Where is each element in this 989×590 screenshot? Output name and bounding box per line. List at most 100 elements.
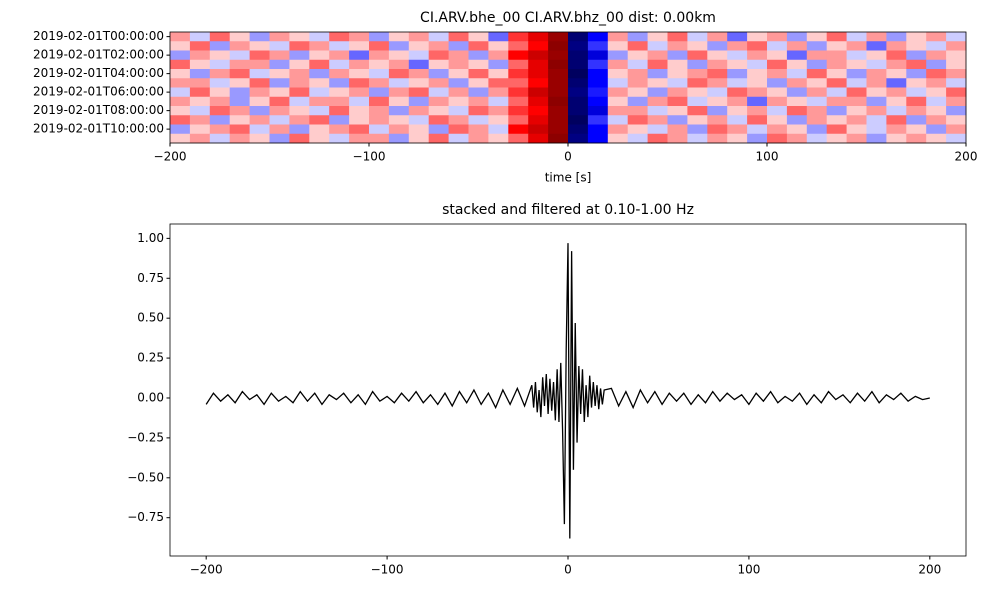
heatmap-cell [388, 69, 410, 79]
heatmap-cell [428, 124, 449, 135]
heatmap-cell [786, 32, 808, 42]
heatmap-cell [727, 96, 748, 107]
heatmap-cell [806, 41, 828, 51]
heatmap-cell [687, 69, 708, 79]
heatmap-cell [707, 32, 728, 42]
heatmap-cell [707, 96, 728, 107]
heatmap-cell [886, 87, 907, 98]
heatmap-cell [647, 124, 668, 135]
heatmap-cell [189, 32, 211, 42]
y-tick-label: 2019-02-01T10:00:00 [33, 122, 164, 136]
heatmap-cell [607, 69, 629, 79]
heatmap-cell [806, 133, 828, 144]
heatmap-cell [767, 69, 788, 79]
heatmap-cell [508, 78, 529, 88]
heatmap-cell [528, 32, 549, 42]
heatmap-cell [926, 59, 947, 70]
heatmap-cell [886, 59, 907, 70]
heatmap-cell [906, 59, 927, 70]
heatmap-cell [866, 59, 887, 70]
heatmap-cell [170, 106, 191, 116]
heatmap-cell [408, 133, 430, 144]
x-tick-label: 0 [564, 150, 572, 164]
heatmap-cell [448, 124, 469, 135]
heatmap-cell [946, 115, 967, 125]
heatmap-cell [189, 96, 211, 107]
heatmap-cell [786, 69, 808, 79]
heatmap-cell [767, 59, 788, 70]
heatmap-cell [329, 106, 350, 116]
heatmap-cell [189, 59, 211, 70]
heatmap-cell [667, 96, 688, 107]
heatmap-cell [329, 32, 350, 42]
y-tick-label: 2019-02-01T08:00:00 [33, 103, 164, 117]
heatmap-cell [926, 69, 947, 79]
heatmap-cell [269, 87, 290, 98]
heatmap-cell [369, 115, 390, 125]
heatmap-cell [289, 50, 310, 61]
heatmap-cell [189, 78, 211, 88]
heatmap-cell [607, 50, 629, 61]
heatmap-cell [747, 69, 768, 79]
heatmap-cell [349, 96, 370, 107]
heatmap-cell [448, 41, 469, 51]
heatmap-cell [528, 96, 549, 107]
heatmap-cell [707, 124, 728, 135]
heatmap-cell [548, 59, 569, 70]
heatmap-cell [727, 32, 748, 42]
heatmap-cell [349, 41, 370, 51]
heatmap-cell [488, 87, 509, 98]
x-tick-label: −100 [371, 563, 404, 577]
heatmap-cell [607, 106, 629, 116]
heatmap-cell [806, 106, 828, 116]
heatmap-cell [946, 41, 967, 51]
heatmap-cell [846, 115, 867, 125]
heatmap-cell [747, 41, 768, 51]
heatmap-cell [906, 32, 927, 42]
heatmap-cell [249, 69, 270, 79]
heatmap-cell [309, 69, 330, 79]
heatmap-cell [269, 106, 290, 116]
heatmap-cell [209, 124, 231, 135]
heatmap-cell [269, 124, 290, 135]
heatmap-cell [508, 96, 529, 107]
y-tick-label: 2019-02-01T02:00:00 [33, 48, 164, 62]
heatmap-cell [607, 32, 629, 42]
heatmap-cell [587, 41, 609, 51]
heatmap-cell [667, 59, 688, 70]
heatmap-cell [488, 106, 509, 116]
heatmap-cell [548, 115, 569, 125]
y-tick-label: −0.75 [127, 510, 164, 524]
heatmap-cell [906, 115, 927, 125]
heatmap-cell [488, 78, 509, 88]
heatmap-cell [289, 124, 310, 135]
heatmap-cell [587, 50, 609, 61]
heatmap-cell [747, 115, 768, 125]
heatmap-cell [906, 133, 927, 144]
heatmap-cell [488, 133, 509, 144]
heatmap-cell [607, 41, 629, 51]
heatmap-cell [627, 59, 648, 70]
heatmap-cell [170, 32, 191, 42]
heatmap-cell [607, 96, 629, 107]
heatmap-cell [747, 32, 768, 42]
heatmap-cell [826, 78, 847, 88]
heatmap-cell [388, 106, 410, 116]
heatmap-cell [767, 96, 788, 107]
heatmap-cell [249, 124, 270, 135]
heatmap-cell [607, 124, 629, 135]
heatmap-cell [488, 50, 509, 61]
heatmap-cell [707, 133, 728, 144]
heatmap-cell [309, 124, 330, 135]
heatmap-cell [229, 59, 250, 70]
y-tick-label: 0.00 [137, 390, 164, 404]
heatmap-cell [687, 59, 708, 70]
heatmap-cell [687, 41, 708, 51]
heatmap-cell [269, 78, 290, 88]
heatmap-cell [906, 106, 927, 116]
heatmap-cell [568, 78, 589, 88]
heatmap-cell [428, 87, 449, 98]
heatmap-cell [727, 59, 748, 70]
heatmap-cell [189, 133, 211, 144]
heatmap-cell [428, 41, 449, 51]
